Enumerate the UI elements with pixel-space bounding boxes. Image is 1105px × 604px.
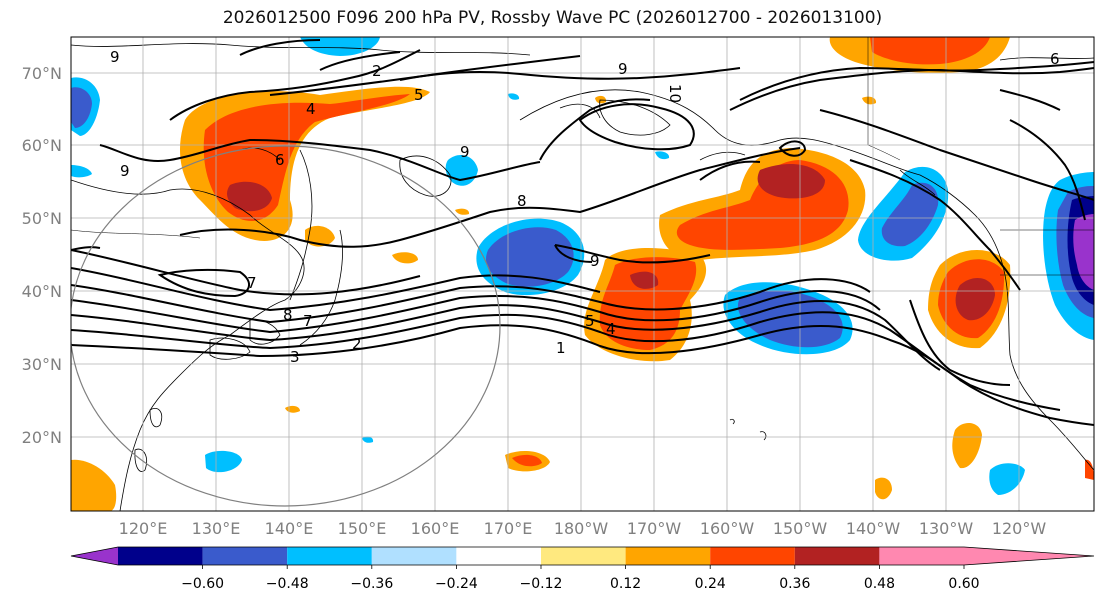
region-circle xyxy=(71,145,501,507)
contour-label: 7 xyxy=(247,274,257,292)
lat-label: 50°N xyxy=(22,209,62,228)
colorbar-tick-label: 0.24 xyxy=(695,576,726,592)
contour-label: 10 xyxy=(666,84,684,103)
colorbar-swatch xyxy=(371,547,457,565)
colorbar-over-arrow xyxy=(964,547,1094,565)
colorbar-tick-label: 0.12 xyxy=(610,576,641,592)
positive-anomaly-west-coast xyxy=(928,250,1011,349)
contour-label: 7 xyxy=(303,312,313,330)
colorbar-tick-label: 0.60 xyxy=(948,576,979,592)
positive-anomaly-ne-asia xyxy=(180,86,430,241)
lat-label: 30°N xyxy=(22,355,62,374)
contour-label: 8 xyxy=(517,192,527,210)
colorbar-swatch xyxy=(456,547,541,565)
lon-label: 140°E xyxy=(265,519,314,538)
colorbar-tick-label: −0.48 xyxy=(266,576,309,592)
contour-label: 9 xyxy=(618,60,628,78)
colorbar-swatch xyxy=(202,547,288,565)
colorbar-swatch xyxy=(879,547,964,565)
contour-label: 5 xyxy=(414,86,424,104)
lat-label: 40°N xyxy=(22,282,62,301)
lon-label: 160°W xyxy=(700,519,755,538)
lat-label: 60°N xyxy=(22,136,62,155)
lon-label: 120°W xyxy=(992,519,1047,538)
contour-label: 2 xyxy=(372,62,382,80)
colorbar-labels: −0.60 −0.48 −0.36 −0.24 −0.12 0.12 0.24 … xyxy=(181,576,979,592)
lon-label: 170°W xyxy=(627,519,682,538)
colorbar-swatch xyxy=(541,547,626,565)
colorbar-swatch xyxy=(794,547,880,565)
contour-label: 8 xyxy=(283,306,293,324)
colorbar-tick-label: 0.48 xyxy=(864,576,895,592)
colorbar-tick-label: −0.60 xyxy=(181,576,224,592)
colorbar: −0.60 −0.48 −0.36 −0.24 −0.12 0.12 0.24 … xyxy=(70,546,1095,592)
map-title: 2026012500 F096 200 hPa PV, Rossby Wave … xyxy=(222,8,883,28)
contour-label: 6 xyxy=(275,151,285,169)
lon-label: 140°W xyxy=(846,519,901,538)
coastlines xyxy=(71,43,1094,511)
contour-label: 3 xyxy=(290,348,300,366)
contour-label: 9 xyxy=(120,162,130,180)
contour-label: 2 xyxy=(352,335,362,353)
pv-contours xyxy=(71,39,1094,426)
positive-anomaly-top xyxy=(829,37,1010,73)
pv-shading xyxy=(71,37,1094,511)
colorbar-tick-label: 0.36 xyxy=(779,576,810,592)
contour-label: 9 xyxy=(460,143,470,161)
plot-frame xyxy=(70,36,1095,512)
lon-label: 150°E xyxy=(338,519,387,538)
lat-label: 20°N xyxy=(22,428,62,447)
lon-label: 120°E xyxy=(119,519,168,538)
contour-label: 9 xyxy=(110,48,120,66)
positive-anomaly-alaska xyxy=(659,148,866,261)
colorbar-ticks xyxy=(202,565,965,569)
longitude-axis: 120°E 130°E 140°E 150°E 160°E 170°E 180°… xyxy=(119,519,1047,538)
lon-label: 150°W xyxy=(773,519,828,538)
colorbar-swatch xyxy=(710,547,795,565)
negative-anomaly-small xyxy=(71,37,1025,495)
lon-label: 130°W xyxy=(919,519,974,538)
contour-label: 5 xyxy=(585,312,595,330)
colorbar-tick-label: −0.12 xyxy=(520,576,563,592)
colorbar-outline xyxy=(70,546,1095,566)
contour-label: 1 xyxy=(556,339,566,357)
lon-label: 170°E xyxy=(484,519,533,538)
colorbar-swatch xyxy=(118,547,203,565)
contour-label: 9 xyxy=(590,252,600,270)
colorbar-under-arrow xyxy=(71,547,118,565)
lon-label: 180°W xyxy=(554,519,609,538)
lat-label: 70°N xyxy=(22,64,62,83)
latitude-axis: 70°N 60°N 50°N 40°N 30°N 20°N xyxy=(22,64,62,447)
borders xyxy=(71,37,1094,276)
contour-label: 4 xyxy=(606,320,616,338)
contour-label: 6 xyxy=(1050,50,1060,68)
colorbar-swatch xyxy=(287,547,372,565)
contour-label-group: 1 2 3 4 4 5 6 7 7 8 8 9 9 9 9 9 10 2 5 6 xyxy=(110,48,1060,366)
colorbar-swatch xyxy=(625,547,711,565)
colorbar-tick-label: −0.36 xyxy=(350,576,393,592)
lon-label: 160°E xyxy=(411,519,460,538)
contour-label: 4 xyxy=(306,100,316,118)
colorbar-tick-label: −0.24 xyxy=(435,576,478,592)
colorbar-swatches xyxy=(118,547,964,565)
lon-label: 130°E xyxy=(192,519,241,538)
